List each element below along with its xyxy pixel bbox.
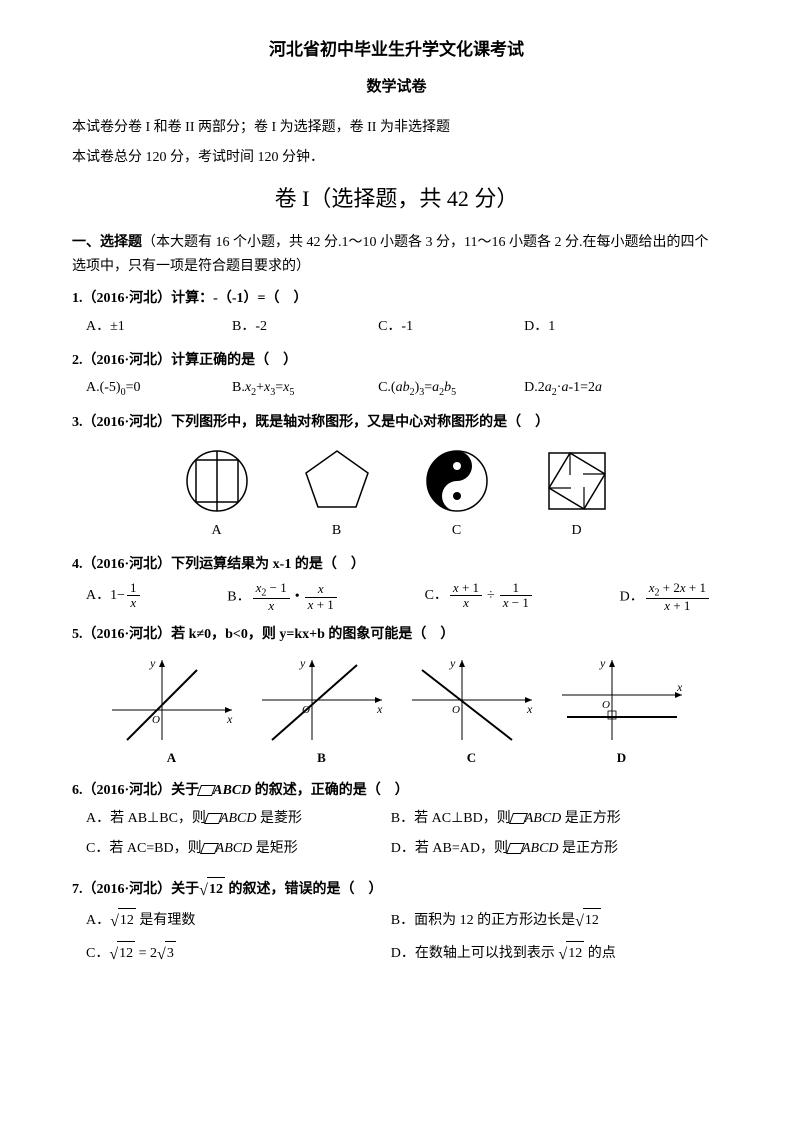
q5-graphs: x y O x y O x y O x y O [72, 655, 721, 745]
q5-graph-b: x y O [252, 655, 392, 745]
q5-label-a: A [102, 747, 242, 769]
svg-text:y: y [299, 656, 306, 670]
q3-shape-a [172, 445, 262, 517]
q1-opt-d: D．1 [524, 315, 670, 339]
svg-text:x: x [526, 702, 533, 716]
q2-opt-a: A.(-5)0=0 [86, 376, 232, 401]
q2-opt-d: D.2a2·a-1=2a [524, 376, 670, 401]
q5-labels: A B C D [72, 747, 721, 769]
svg-text:O: O [152, 714, 160, 726]
svg-text:x: x [376, 702, 383, 716]
page-subtitle: 数学试卷 [72, 75, 721, 101]
parallelogram-icon [202, 843, 216, 853]
svg-text:O: O [302, 704, 310, 716]
q4-options: A．1−1x B．x2 − 1x•xx + 1 C．x + 1x÷1x − 1 … [72, 581, 721, 614]
q6-opt-b: B．若 AC⊥BD，则ABCD 是正方形 [391, 807, 696, 831]
q6-opt-a: A．若 AB⊥BC，则ABCD 是菱形 [86, 807, 391, 831]
q3-label-b: B [277, 519, 397, 543]
desc-2: 本试卷总分 120 分，考试时间 120 分钟． [72, 146, 721, 170]
q3-labels: A B C D [72, 519, 721, 543]
q3-label-d: D [517, 519, 637, 543]
q7-prompt: 7.（2016·河北）关于√12 的叙述，错误的是（ ） [72, 877, 721, 904]
page-title: 河北省初中毕业生升学文化课考试 [72, 36, 721, 65]
q3-prompt: 3.（2016·河北）下列图形中，既是轴对称图形，又是中心对称图形的是（ ） [72, 411, 721, 435]
q4-opt-b: B．x2 − 1x•xx + 1 [227, 581, 339, 614]
q5-graph-a: x y O [102, 655, 242, 745]
parallelogram-icon [511, 813, 525, 823]
q5-graph-c: x y O [402, 655, 542, 745]
q5-label-d: D [552, 747, 692, 769]
q2-prompt: 2.（2016·河北）计算正确的是（ ） [72, 349, 721, 373]
instructions: 一、选择题（本大题有 16 个小题，共 42 分.1～10 小题各 3 分，11… [72, 231, 721, 279]
q3-shape-b [292, 445, 382, 517]
q1-opt-a: A．±1 [86, 315, 232, 339]
svg-text:y: y [449, 656, 456, 670]
parallelogram-icon [508, 843, 522, 853]
parallelogram-icon [206, 813, 220, 823]
q5-graph-d: x y O [552, 655, 692, 745]
q6-prompt: 6.（2016·河北）关于ABCD 的叙述，正确的是（ ） [72, 779, 721, 803]
section-heading: 卷 I（选择题，共 42 分） [72, 180, 721, 217]
svg-text:x: x [226, 712, 233, 726]
parallelogram-icon [199, 785, 213, 795]
q7-opt-a: A．√12 是有理数 [86, 908, 391, 935]
q7-opt-c: C．√12 = 2√3 [86, 941, 391, 968]
q4-opt-c: C．x + 1x÷1x − 1 [425, 581, 534, 614]
q4-opt-d: D．x2 + 2x + 1x + 1 [620, 581, 711, 614]
q3-label-a: A [157, 519, 277, 543]
q1-options: A．±1 B．-2 C．-1 D．1 [72, 315, 721, 339]
q7-options: A．√12 是有理数 B．面积为 12 的正方形边长是√12 C．√12 = 2… [72, 908, 721, 974]
instr-lead: 一、选择题 [72, 235, 142, 250]
q3-shape-d [532, 445, 622, 517]
instr-body: （本大题有 16 个小题，共 42 分.1～10 小题各 3 分，11～16 小… [72, 235, 708, 274]
q4-prompt: 4.（2016·河北）下列运算结果为 x-1 的是（ ） [72, 553, 721, 577]
q6-opt-d: D．若 AB=AD，则ABCD 是正方形 [391, 837, 696, 861]
q1-prompt: 1.（2016·河北）计算：-（-1）=（ ） [72, 287, 721, 311]
q2-options: A.(-5)0=0 B.x2+x3=x5 C.(ab2)3=a2b5 D.2a2… [72, 376, 721, 401]
q6-opt-c: C．若 AC=BD，则ABCD 是矩形 [86, 837, 391, 861]
exam-page: 河北省初中毕业生升学文化课考试 数学试卷 本试卷分卷 I 和卷 II 两部分；卷… [0, 0, 793, 1122]
q4-opt-a: A．1−1x [86, 581, 142, 614]
svg-text:O: O [602, 699, 610, 711]
svg-text:y: y [149, 656, 156, 670]
q3-shape-c [412, 445, 502, 517]
q7-opt-b: B．面积为 12 的正方形边长是√12 [391, 908, 696, 935]
q7-opt-d: D．在数轴上可以找到表示 √12 的点 [391, 941, 696, 968]
q6-options: A．若 AB⊥BC，则ABCD 是菱形 B．若 AC⊥BD，则ABCD 是正方形… [72, 807, 721, 867]
svg-text:y: y [599, 656, 606, 670]
q1-opt-b: B．-2 [232, 315, 378, 339]
q1-opt-c: C．-1 [378, 315, 524, 339]
q5-label-b: B [252, 747, 392, 769]
q2-opt-b: B.x2+x3=x5 [232, 376, 378, 401]
q2-opt-c: C.(ab2)3=a2b5 [378, 376, 524, 401]
q3-label-c: C [397, 519, 517, 543]
svg-text:O: O [452, 704, 460, 716]
q5-prompt: 5.（2016·河北）若 k≠0，b<0，则 y=kx+b 的图象可能是（ ） [72, 623, 721, 647]
q5-label-c: C [402, 747, 542, 769]
svg-text:x: x [676, 680, 683, 694]
q3-shapes [72, 445, 721, 517]
desc-1: 本试卷分卷 I 和卷 II 两部分；卷 I 为选择题，卷 II 为非选择题 [72, 116, 721, 140]
